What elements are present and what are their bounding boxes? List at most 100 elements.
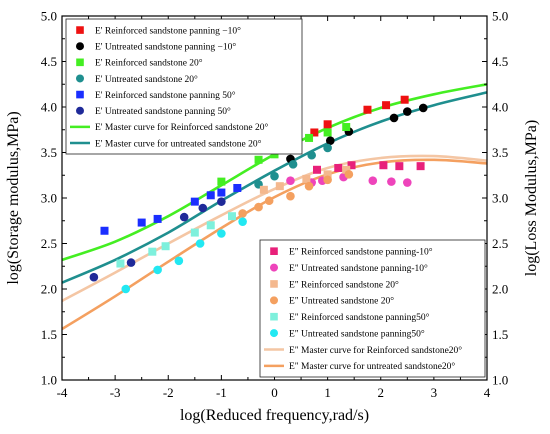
x-tick-label: -4 <box>57 385 68 400</box>
right-y-tick-label: 1.0 <box>492 373 508 388</box>
legend-marker <box>270 329 278 338</box>
master-curve-line <box>61 158 488 331</box>
legend-label: E" Master curve for Reinforced sandstone… <box>289 345 462 356</box>
legend-label: E' Reinforced sandstone panning −10° <box>95 25 241 36</box>
right-y-tick-label: 3.0 <box>492 191 508 206</box>
legend-label: E" Reinforced sandstone panning-10° <box>289 247 433 258</box>
data-point <box>161 242 170 251</box>
data-point <box>233 183 242 192</box>
legend-box <box>65 18 303 155</box>
legend-label: E' Untreated sandstone panning 50° <box>95 106 231 117</box>
data-point <box>344 170 354 179</box>
x-axis-title: log(Reduced frequency,rad/s) <box>180 407 369 424</box>
data-point <box>403 107 412 116</box>
data-point <box>100 226 109 235</box>
data-point <box>325 136 335 145</box>
data-point <box>403 178 412 187</box>
series-8-points <box>313 161 425 174</box>
data-point <box>137 218 146 227</box>
data-point <box>286 176 295 186</box>
legend-marker <box>76 90 84 99</box>
data-point <box>270 171 279 181</box>
x-tick-label: 2 <box>378 385 385 400</box>
left-y-tick-label: 2.0 <box>41 282 57 297</box>
data-point <box>387 177 396 186</box>
right-y-tick-label: 1.5 <box>492 327 508 342</box>
data-point <box>379 161 388 170</box>
data-point <box>302 174 311 183</box>
data-point <box>323 170 332 179</box>
data-point <box>153 265 162 275</box>
data-point <box>286 191 295 201</box>
data-point <box>363 105 372 114</box>
legend-loss-modulus: E" Reinforced sandstone panning-10° E" Un… <box>259 239 486 378</box>
x-tick-label: 4 <box>484 385 491 400</box>
data-point <box>323 175 332 185</box>
x-tick-label: -1 <box>216 385 227 400</box>
legend-marker <box>270 312 278 321</box>
data-point <box>305 133 314 142</box>
legend-label: E" Untreated sandstone panning-10° <box>289 263 428 274</box>
data-point <box>323 128 332 137</box>
data-point <box>206 221 215 230</box>
legend-label: E' Master curve for Reinforced sandstone… <box>95 122 268 133</box>
data-point <box>382 101 391 110</box>
data-point <box>254 202 263 212</box>
right-y-tick-label: 5.0 <box>492 9 508 24</box>
data-point <box>342 123 351 132</box>
legend-marker <box>76 58 84 67</box>
data-point <box>310 128 319 137</box>
legend-marker <box>270 263 278 272</box>
x-tick-label: 3 <box>431 385 438 400</box>
series-3-points <box>254 143 332 189</box>
data-point <box>174 256 184 266</box>
legend-label: E' Reinforced sandstone 20° <box>95 58 203 69</box>
legend-label: E" Untreated sandstone panning50° <box>289 328 425 339</box>
series-10-points <box>259 165 351 194</box>
left-y-tick-label: 4.0 <box>41 100 57 115</box>
left-y-axis-title: log(Storage modulus,MPa) <box>5 111 22 284</box>
left-y-tick-label: 1.5 <box>41 327 57 342</box>
legend-box <box>259 239 486 378</box>
right-y-axis-title: log(Loss Modulus,MPa) <box>523 120 540 276</box>
data-point <box>307 150 316 160</box>
data-point <box>198 203 208 213</box>
right-y-tick-label: 3.5 <box>492 145 508 160</box>
series-4-points <box>100 183 242 235</box>
data-point <box>179 212 189 222</box>
data-point <box>395 162 404 171</box>
left-y-tick-label: 1.0 <box>41 373 57 388</box>
legend-marker <box>76 74 84 83</box>
legend-marker <box>270 247 278 255</box>
data-point <box>190 228 199 237</box>
data-point <box>254 155 263 164</box>
series-11-points <box>238 170 354 218</box>
left-y-tick-label: 4.5 <box>41 54 57 69</box>
data-point <box>190 197 199 206</box>
legend-marker <box>76 42 84 51</box>
data-point <box>275 182 284 191</box>
data-points <box>89 95 428 294</box>
data-point <box>288 160 298 169</box>
data-point <box>313 165 321 174</box>
left-y-tick-label: 2.5 <box>41 236 57 251</box>
data-point <box>259 185 268 194</box>
data-point <box>389 113 399 123</box>
legend-storage-modulus: E' Reinforced sandstone panning −10° E' U… <box>65 18 303 155</box>
data-point <box>368 176 378 186</box>
data-point <box>217 188 226 197</box>
data-point <box>323 120 332 129</box>
legend-marker <box>76 106 84 115</box>
data-point <box>264 196 274 206</box>
data-point <box>217 197 226 206</box>
data-point <box>334 163 343 172</box>
legend-label: E" Master curve for untreated sandstone2… <box>289 361 455 372</box>
data-point <box>206 191 215 200</box>
legend-label: E' Untreated sandstone panning −10° <box>95 42 236 53</box>
x-tick-label: 0 <box>271 385 278 400</box>
legend-label: E" Untreated sandstone 20° <box>289 296 394 307</box>
legend-label: E' Reinforced sandstone panning 50° <box>95 90 236 101</box>
data-point <box>121 284 131 294</box>
right-y-tick-label: 4.5 <box>492 54 508 69</box>
